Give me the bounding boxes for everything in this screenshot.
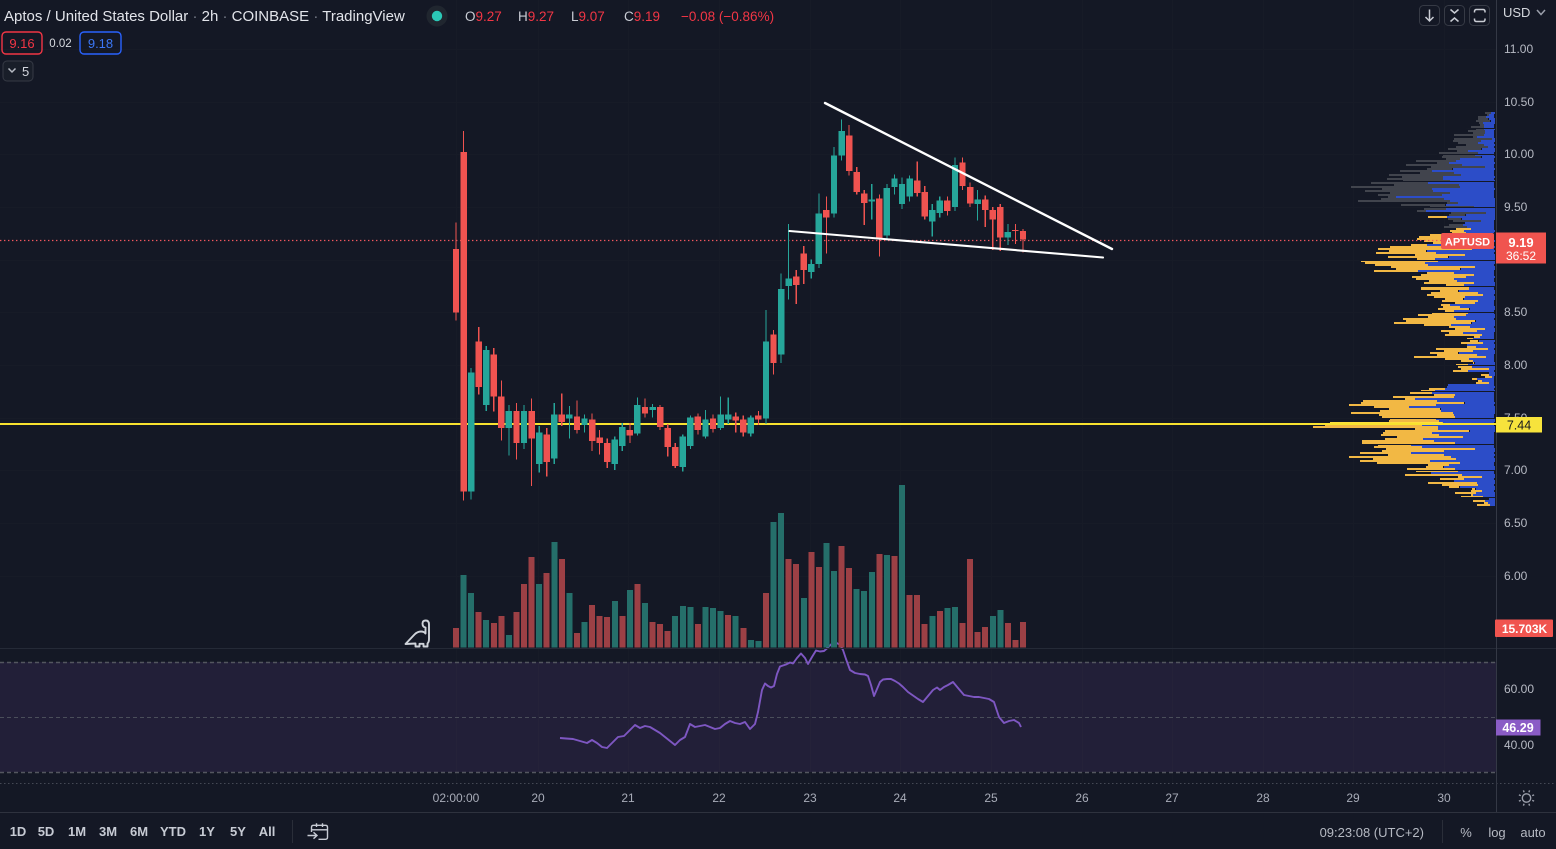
svg-text:5Y: 5Y <box>230 824 246 839</box>
svg-text:−0.08 (−0.86%): −0.08 (−0.86%) <box>681 9 774 24</box>
svg-text:23: 23 <box>803 791 817 805</box>
svg-text:6.00: 6.00 <box>1504 569 1528 583</box>
svg-text:10.50: 10.50 <box>1504 95 1534 109</box>
svg-text:8.50: 8.50 <box>1504 305 1528 319</box>
svg-text:36:52: 36:52 <box>1506 249 1536 263</box>
svg-text:L9.07: L9.07 <box>571 9 605 24</box>
svg-text:20: 20 <box>531 791 545 805</box>
svg-text:24: 24 <box>893 791 907 805</box>
svg-text:1M: 1M <box>68 824 86 839</box>
svg-text:10.00: 10.00 <box>1504 147 1534 161</box>
svg-text:40.00: 40.00 <box>1504 738 1534 752</box>
svg-text:26: 26 <box>1075 791 1089 805</box>
svg-text:All: All <box>259 824 276 839</box>
svg-text:YTD: YTD <box>160 824 186 839</box>
svg-text:46.29: 46.29 <box>1502 721 1533 735</box>
svg-text:30: 30 <box>1437 791 1451 805</box>
svg-text:%: % <box>1460 825 1472 840</box>
svg-text:9.16: 9.16 <box>9 36 34 51</box>
svg-text:7.44: 7.44 <box>1507 419 1531 433</box>
svg-text:25: 25 <box>984 791 998 805</box>
svg-text:27: 27 <box>1165 791 1179 805</box>
svg-text:15.703K: 15.703K <box>1502 622 1548 636</box>
svg-text:5D: 5D <box>38 824 55 839</box>
svg-text:22: 22 <box>712 791 726 805</box>
svg-text:6.50: 6.50 <box>1504 516 1528 530</box>
svg-text:9.50: 9.50 <box>1504 200 1528 214</box>
svg-text:29: 29 <box>1346 791 1360 805</box>
svg-text:USD: USD <box>1503 5 1530 20</box>
svg-text:11.00: 11.00 <box>1504 42 1533 56</box>
svg-text:log: log <box>1488 825 1505 840</box>
svg-text:1Y: 1Y <box>199 824 215 839</box>
svg-text:9.18: 9.18 <box>88 36 113 51</box>
svg-text:O9.27: O9.27 <box>465 9 502 24</box>
svg-text:09:23:08 (UTC+2): 09:23:08 (UTC+2) <box>1320 825 1424 840</box>
svg-text:6M: 6M <box>130 824 148 839</box>
svg-text:H9.27: H9.27 <box>518 9 554 24</box>
svg-text:1D: 1D <box>10 824 27 839</box>
svg-text:60.00: 60.00 <box>1504 682 1534 696</box>
svg-text:3M: 3M <box>99 824 117 839</box>
svg-text:8.00: 8.00 <box>1504 358 1528 372</box>
svg-text:21: 21 <box>621 791 635 805</box>
svg-text:C9.19: C9.19 <box>624 9 660 24</box>
svg-text:9.19: 9.19 <box>1508 235 1533 250</box>
svg-text:02:00:00: 02:00:00 <box>433 791 480 805</box>
svg-text:28: 28 <box>1256 791 1270 805</box>
svg-text:Aptos / United States Dollar ·: Aptos / United States Dollar · 2h · COIN… <box>4 8 405 25</box>
svg-text:auto: auto <box>1520 825 1545 840</box>
svg-text:5: 5 <box>22 64 29 79</box>
svg-text:0.02: 0.02 <box>49 38 71 50</box>
svg-text:7.00: 7.00 <box>1504 463 1528 477</box>
svg-text:APTUSD: APTUSD <box>1445 237 1490 249</box>
